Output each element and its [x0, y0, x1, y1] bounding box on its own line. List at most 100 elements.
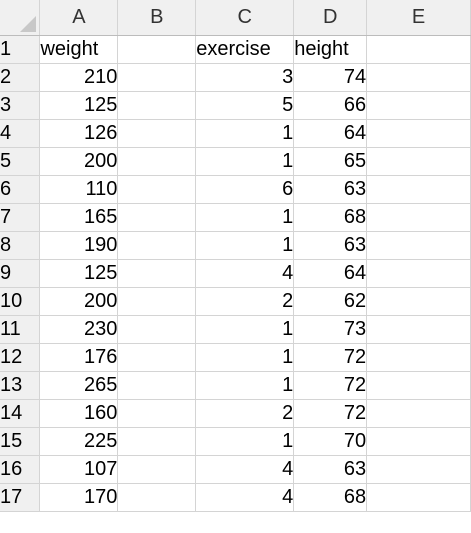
cell-b9[interactable] [117, 259, 197, 288]
cell-a12[interactable]: 176 [39, 343, 119, 372]
cell-b14[interactable] [117, 399, 197, 428]
cell-d14[interactable]: 72 [293, 399, 368, 428]
cell-d11[interactable]: 73 [293, 315, 368, 344]
cell-b10[interactable] [117, 287, 197, 316]
row-header[interactable]: 3 [0, 91, 41, 120]
column-header-c[interactable]: C [195, 0, 295, 36]
row-header[interactable]: 12 [0, 343, 41, 372]
cell-c16[interactable]: 4 [195, 455, 295, 484]
cell-d15[interactable]: 70 [293, 427, 368, 456]
cell-e3[interactable] [366, 91, 471, 120]
cell-c15[interactable]: 1 [195, 427, 295, 456]
cell-e5[interactable] [366, 147, 471, 176]
row-header[interactable]: 9 [0, 259, 41, 288]
cell-c7[interactable]: 1 [195, 203, 295, 232]
cell-d2[interactable]: 74 [293, 63, 368, 92]
row-header[interactable]: 10 [0, 287, 41, 316]
cell-a13[interactable]: 265 [39, 371, 119, 400]
cell-a14[interactable]: 160 [39, 399, 119, 428]
cell-a16[interactable]: 107 [39, 455, 119, 484]
cell-e6[interactable] [366, 175, 471, 204]
row-header[interactable]: 8 [0, 231, 41, 260]
cell-c3[interactable]: 5 [195, 91, 295, 120]
cell-d4[interactable]: 64 [293, 119, 368, 148]
cell-e11[interactable] [366, 315, 471, 344]
row-header[interactable]: 14 [0, 399, 41, 428]
cell-e10[interactable] [366, 287, 471, 316]
cell-a15[interactable]: 225 [39, 427, 119, 456]
cell-e7[interactable] [366, 203, 471, 232]
cell-c2[interactable]: 3 [195, 63, 295, 92]
cell-e1[interactable] [366, 35, 471, 64]
cell-e17[interactable] [366, 483, 471, 512]
cell-a10[interactable]: 200 [39, 287, 119, 316]
cell-e14[interactable] [366, 399, 471, 428]
cell-c10[interactable]: 2 [195, 287, 295, 316]
cell-e2[interactable] [366, 63, 471, 92]
cell-a8[interactable]: 190 [39, 231, 119, 260]
cell-c6[interactable]: 6 [195, 175, 295, 204]
select-all-corner[interactable] [0, 0, 41, 36]
cell-b12[interactable] [117, 343, 197, 372]
cell-c9[interactable]: 4 [195, 259, 295, 288]
cell-b17[interactable] [117, 483, 197, 512]
cell-d7[interactable]: 68 [293, 203, 368, 232]
row-header[interactable]: 11 [0, 315, 41, 344]
column-header-a[interactable]: A [39, 0, 119, 36]
cell-d13[interactable]: 72 [293, 371, 368, 400]
cell-b6[interactable] [117, 175, 197, 204]
cell-b2[interactable] [117, 63, 197, 92]
cell-e15[interactable] [366, 427, 471, 456]
row-header[interactable]: 6 [0, 175, 41, 204]
cell-e9[interactable] [366, 259, 471, 288]
cell-d16[interactable]: 63 [293, 455, 368, 484]
cell-e16[interactable] [366, 455, 471, 484]
cell-b4[interactable] [117, 119, 197, 148]
cell-c12[interactable]: 1 [195, 343, 295, 372]
cell-a5[interactable]: 200 [39, 147, 119, 176]
cell-a17[interactable]: 170 [39, 483, 119, 512]
cell-a9[interactable]: 125 [39, 259, 119, 288]
cell-e13[interactable] [366, 371, 471, 400]
cell-b15[interactable] [117, 427, 197, 456]
row-header[interactable]: 7 [0, 203, 41, 232]
row-header[interactable]: 5 [0, 147, 41, 176]
cell-d6[interactable]: 63 [293, 175, 368, 204]
row-header[interactable]: 4 [0, 119, 41, 148]
cell-a11[interactable]: 230 [39, 315, 119, 344]
cell-a6[interactable]: 110 [39, 175, 119, 204]
cell-d1[interactable]: height [293, 35, 368, 64]
cell-d8[interactable]: 63 [293, 231, 368, 260]
cell-e12[interactable] [366, 343, 471, 372]
cell-e4[interactable] [366, 119, 471, 148]
cell-b5[interactable] [117, 147, 197, 176]
cell-c4[interactable]: 1 [195, 119, 295, 148]
cell-d3[interactable]: 66 [293, 91, 368, 120]
cell-c13[interactable]: 1 [195, 371, 295, 400]
cell-a2[interactable]: 210 [39, 63, 119, 92]
cell-c8[interactable]: 1 [195, 231, 295, 260]
cell-b7[interactable] [117, 203, 197, 232]
cell-d17[interactable]: 68 [293, 483, 368, 512]
cell-d12[interactable]: 72 [293, 343, 368, 372]
cell-d10[interactable]: 62 [293, 287, 368, 316]
cell-a7[interactable]: 165 [39, 203, 119, 232]
column-header-e[interactable]: E [366, 0, 471, 36]
cell-b3[interactable] [117, 91, 197, 120]
cell-b8[interactable] [117, 231, 197, 260]
cell-b11[interactable] [117, 315, 197, 344]
cell-b16[interactable] [117, 455, 197, 484]
row-header[interactable]: 2 [0, 63, 41, 92]
cell-a4[interactable]: 126 [39, 119, 119, 148]
cell-a3[interactable]: 125 [39, 91, 119, 120]
cell-c1[interactable]: exercise [195, 35, 295, 64]
cell-c5[interactable]: 1 [195, 147, 295, 176]
cell-e8[interactable] [366, 231, 471, 260]
column-header-d[interactable]: D [293, 0, 368, 36]
row-header[interactable]: 17 [0, 483, 41, 512]
cell-b13[interactable] [117, 371, 197, 400]
row-header[interactable]: 16 [0, 455, 41, 484]
cell-d5[interactable]: 65 [293, 147, 368, 176]
cell-c11[interactable]: 1 [195, 315, 295, 344]
row-header[interactable]: 1 [0, 35, 41, 64]
